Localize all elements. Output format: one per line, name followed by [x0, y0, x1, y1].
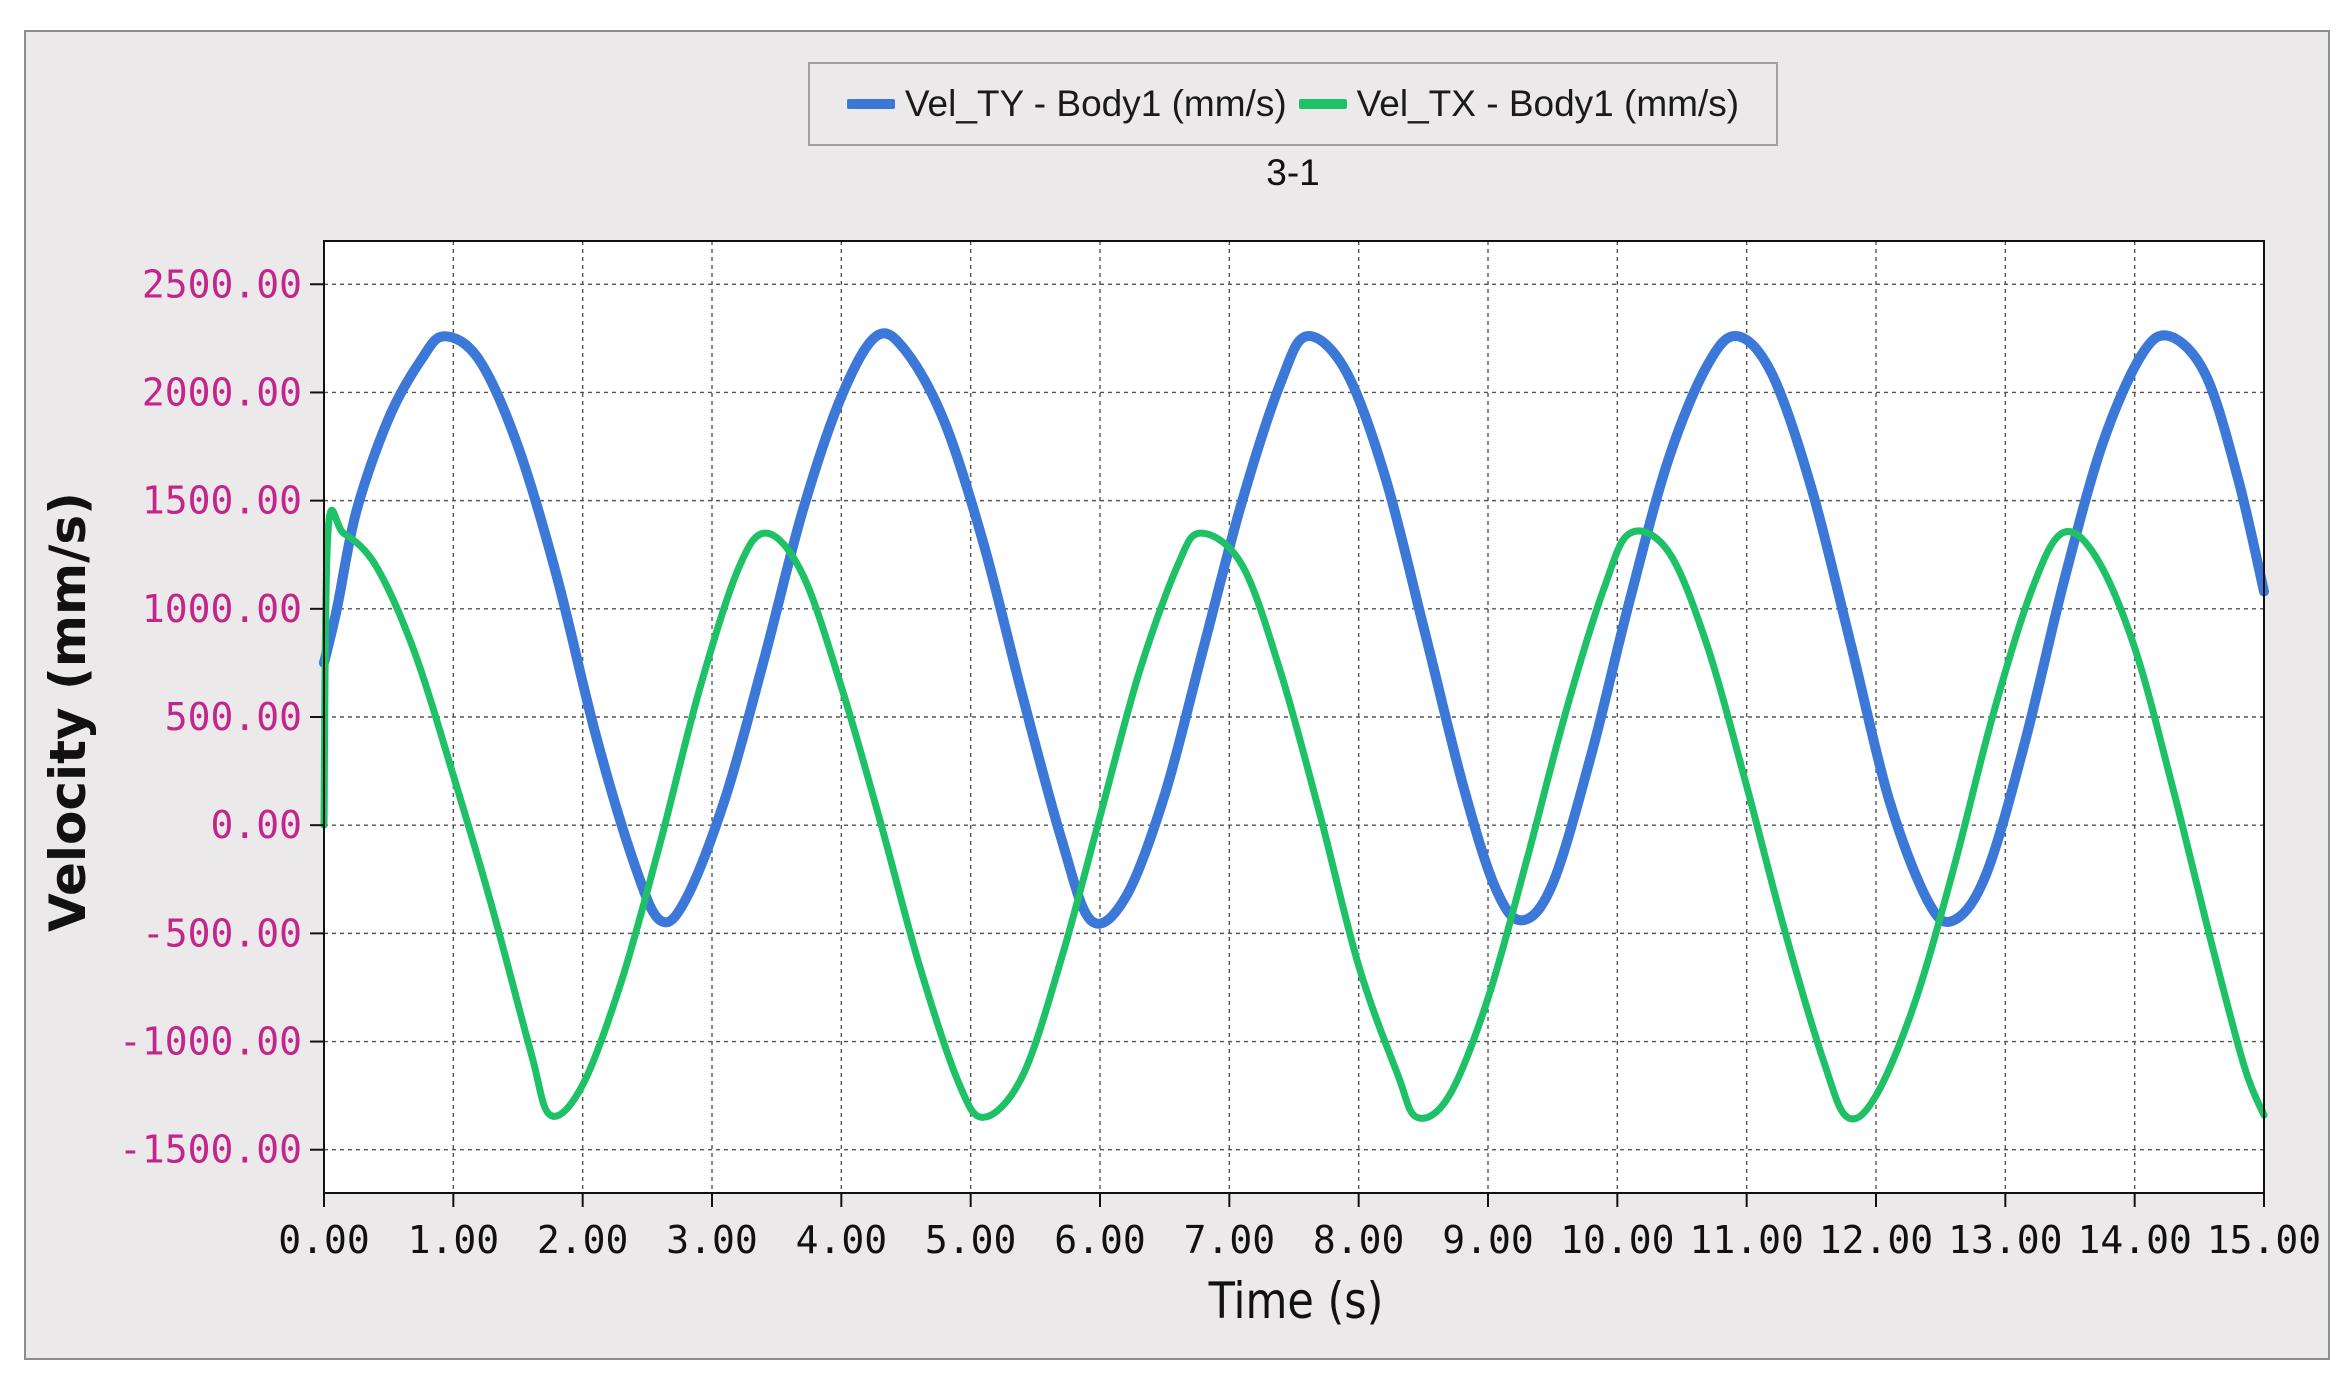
series-line-vel-tx [320, 506, 2268, 1123]
x-tick-label: 6.00 [1054, 1218, 1146, 1262]
y-tick-label: 0.00 [210, 803, 302, 847]
y-tick-label: 500.00 [165, 695, 302, 739]
grid-lines [324, 241, 2264, 1193]
legend: Vel_TY - Body1 (mm/s) Vel_TX - Body1 (mm… [808, 62, 1778, 146]
x-tick-label: 12.00 [1819, 1218, 1933, 1262]
x-tick-label: 13.00 [1948, 1218, 2062, 1262]
legend-label-vel-ty: Vel_TY - Body1 (mm/s) [904, 83, 1287, 124]
x-tick-label: 1.00 [408, 1218, 500, 1262]
y-tick-label: 1500.00 [142, 479, 302, 523]
y-tick-label: -500.00 [142, 911, 302, 955]
x-tick-label: 15.00 [2207, 1218, 2321, 1262]
x-tick-label: 9.00 [1442, 1218, 1534, 1262]
x-tick-label: 10.00 [1560, 1218, 1674, 1262]
legend-swatch-vel-tx [1298, 99, 1347, 109]
legend-item-vel-ty: Vel_TY - Body1 (mm/s) [846, 83, 1287, 125]
x-tick-label: 8.00 [1313, 1218, 1405, 1262]
y-tick-label: 1000.00 [142, 587, 302, 631]
x-tick-label: 2.00 [537, 1218, 629, 1262]
x-tick-label: 5.00 [925, 1218, 1017, 1262]
x-tick-label: 14.00 [2077, 1218, 2191, 1262]
legend-item-vel-tx: Vel_TX - Body1 (mm/s) [1298, 83, 1740, 125]
chart-title: 3-1 [1266, 152, 1320, 193]
y-tick-label: 2000.00 [142, 370, 302, 414]
x-axis-title: Time (s) [1208, 1272, 1384, 1330]
x-axis-ticks: 0.00 1.00 2.00 3.00 4.00 5.00 6.00 7.00 8.00 9.00… [278, 1193, 2321, 1262]
x-tick-label: 3.00 [666, 1218, 758, 1262]
legend-label-vel-tx: Vel_TX - Body1 (mm/s) [1356, 83, 1740, 124]
x-tick-label: 7.00 [1184, 1218, 1276, 1262]
x-tick-label: 0.00 [278, 1218, 370, 1262]
y-axis-title: Velocity (mm/s) [39, 492, 97, 932]
y-tick-label: -1000.00 [119, 1020, 302, 1064]
y-tick-label: 2500.00 [142, 262, 302, 306]
y-tick-label: -1500.00 [119, 1128, 302, 1172]
series-layer [319, 328, 2269, 1123]
legend-swatch-vel-ty [846, 99, 895, 109]
x-tick-label: 11.00 [1689, 1218, 1803, 1262]
y-axis-ticks: 2500.00 2000.00 1500.00 1000.00 500.00 0.00 -5… [119, 262, 324, 1172]
x-tick-label: 4.00 [796, 1218, 888, 1262]
